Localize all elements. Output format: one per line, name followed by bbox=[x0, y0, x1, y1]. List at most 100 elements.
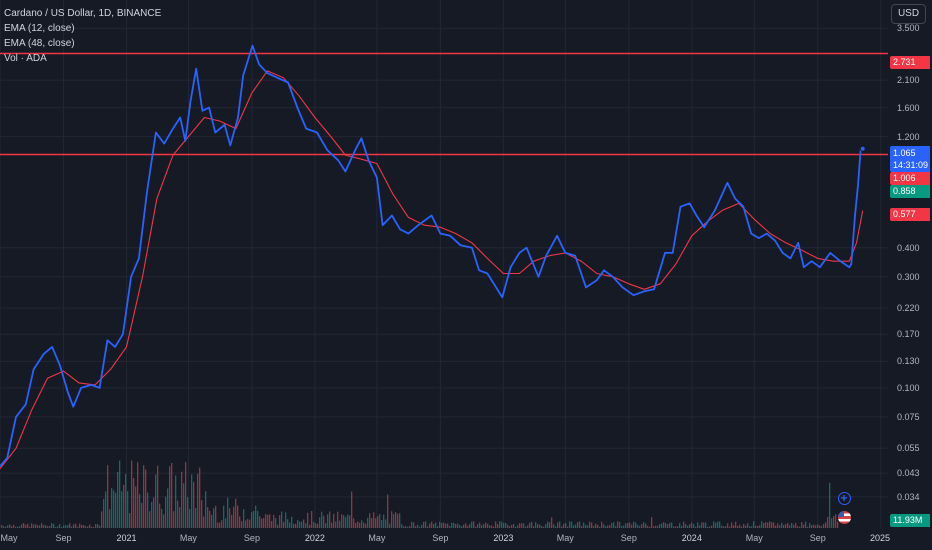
volume-bar bbox=[781, 522, 783, 528]
volume-bar bbox=[323, 515, 325, 528]
volume-bar bbox=[45, 525, 47, 528]
volume-bar bbox=[653, 526, 655, 528]
volume-bar bbox=[91, 526, 93, 528]
volume-bar bbox=[599, 526, 601, 528]
legend-symbol-title[interactable]: Cardano / US Dollar, 1D, BINANCE bbox=[4, 8, 162, 19]
volume-bar bbox=[127, 491, 129, 528]
price-tag-ema12: 0.858 bbox=[890, 185, 930, 198]
currency-button[interactable]: USD bbox=[891, 4, 926, 24]
volume-bar bbox=[491, 525, 493, 528]
volume-bar bbox=[615, 526, 617, 528]
volume-bar bbox=[783, 525, 785, 528]
legend-ema48[interactable]: EMA (48, close) bbox=[4, 38, 75, 49]
volume-bar bbox=[13, 524, 15, 528]
volume-bar bbox=[161, 508, 163, 528]
plus-circle-icon[interactable] bbox=[838, 492, 851, 505]
volume-bar bbox=[431, 521, 433, 528]
volume-bar bbox=[801, 521, 803, 528]
x-tick-label: May bbox=[556, 533, 574, 543]
volume-bar bbox=[705, 522, 707, 528]
volume-bar bbox=[101, 511, 103, 528]
volume-bar bbox=[527, 525, 529, 528]
volume-bar bbox=[171, 463, 173, 528]
volume-bar bbox=[487, 523, 489, 528]
volume-bar bbox=[363, 522, 365, 528]
legend-ema12[interactable]: EMA (12, close) bbox=[4, 23, 75, 34]
volume-bar bbox=[461, 526, 463, 528]
volume-bar bbox=[453, 522, 455, 528]
y-tick-label: 0.300 bbox=[897, 271, 920, 282]
y-tick-label: 0.055 bbox=[897, 443, 920, 454]
volume-bar bbox=[271, 521, 273, 528]
volume-bar bbox=[355, 522, 357, 528]
volume-bar bbox=[335, 521, 337, 528]
volume-bar bbox=[279, 515, 281, 528]
volume-bar bbox=[761, 521, 763, 528]
volume-bar bbox=[813, 524, 815, 528]
volume-bar bbox=[399, 513, 401, 528]
volume-bar bbox=[423, 521, 425, 528]
volume-bar bbox=[237, 505, 239, 528]
chart-legend: Cardano / US Dollar, 1D, BINANCE EMA (12… bbox=[4, 6, 161, 66]
price-series-line[interactable] bbox=[0, 44, 864, 467]
volume-bar bbox=[739, 524, 741, 528]
volume-bar bbox=[817, 524, 819, 528]
volume-bar bbox=[699, 525, 701, 528]
volume-bar bbox=[695, 526, 697, 528]
volume-bar bbox=[719, 521, 721, 528]
volume-bar bbox=[637, 524, 639, 528]
grid-lines bbox=[0, 0, 888, 528]
volume-bar bbox=[141, 502, 143, 528]
ema48-series-line[interactable] bbox=[0, 70, 864, 469]
volume-bar bbox=[17, 526, 19, 528]
volume-bar bbox=[203, 516, 205, 528]
volume-bar bbox=[519, 523, 521, 528]
volume-bar bbox=[393, 513, 395, 528]
volume-bar bbox=[673, 526, 675, 528]
volume-bar bbox=[55, 526, 57, 528]
volume-bar bbox=[31, 523, 33, 528]
volume-bar bbox=[321, 511, 323, 528]
y-tick-label: 0.100 bbox=[897, 382, 920, 393]
legend-volume[interactable]: Vol · ADA bbox=[4, 53, 47, 64]
volume-bar bbox=[25, 524, 27, 528]
volume-bar bbox=[23, 522, 25, 528]
volume-bar bbox=[593, 525, 595, 528]
volume-bar bbox=[107, 465, 109, 528]
volume-bar bbox=[581, 526, 583, 528]
volume-bar bbox=[247, 518, 249, 528]
volume-bar bbox=[71, 526, 73, 528]
volume-bar bbox=[651, 517, 653, 528]
price-tag-last: 1.065 14:31:09 bbox=[890, 146, 930, 172]
volume-bar bbox=[47, 526, 49, 528]
volume-bar bbox=[75, 523, 77, 528]
volume-bar bbox=[227, 497, 229, 528]
x-tick-label: Sep bbox=[809, 533, 826, 543]
volume-bar bbox=[119, 460, 121, 528]
volume-bar bbox=[415, 526, 417, 528]
us-flag-icon[interactable] bbox=[838, 511, 851, 524]
volume-bar bbox=[133, 478, 135, 528]
volume-bar bbox=[419, 526, 421, 528]
volume-bar bbox=[371, 517, 373, 528]
volume-bar bbox=[471, 521, 473, 528]
volume-bar bbox=[27, 523, 29, 528]
volume-bar bbox=[803, 524, 805, 528]
x-tick-label: 2023 bbox=[493, 533, 514, 543]
volume-bar bbox=[571, 521, 573, 528]
volume-bar bbox=[417, 524, 419, 528]
volume-bar bbox=[353, 518, 355, 528]
y-tick-label: 0.170 bbox=[897, 329, 920, 340]
volume-bar bbox=[269, 514, 271, 528]
volume-bar bbox=[485, 522, 487, 528]
volume-bar bbox=[77, 526, 79, 528]
x-tick-label: May bbox=[745, 533, 763, 543]
volume-bar bbox=[59, 524, 61, 528]
volume-bar bbox=[283, 521, 285, 528]
volume-bar bbox=[285, 512, 287, 528]
volume-bar bbox=[429, 523, 431, 528]
volume-bar bbox=[395, 512, 397, 528]
volume-bar bbox=[735, 521, 737, 528]
volume-bar bbox=[327, 514, 329, 528]
